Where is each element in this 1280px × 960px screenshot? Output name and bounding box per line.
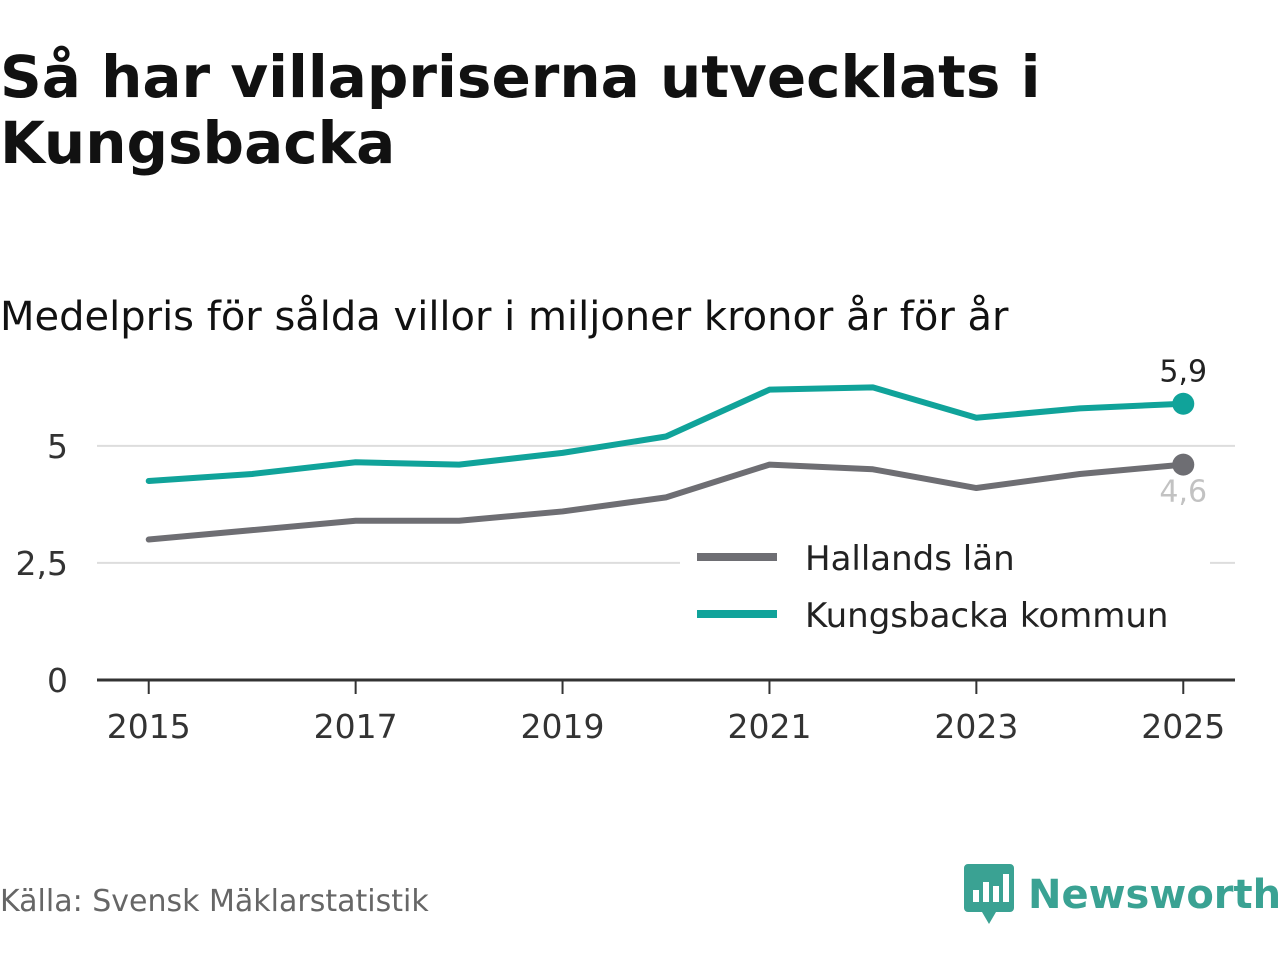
series-line (145, 461, 1187, 543)
legend-background (680, 532, 1210, 650)
x-tick-label: 2015 (107, 707, 191, 746)
x-tick-label: 2021 (727, 707, 811, 746)
end-value-label: 4,6 (1159, 475, 1207, 510)
y-tick-label: 2,5 (16, 544, 68, 583)
series-line (145, 384, 1187, 484)
axis-layer: 0 2,5 5 2015 2017 2019 2021 2023 2025 (16, 427, 1235, 746)
y-tick-label: 0 (47, 661, 68, 700)
x-tick-label: 2023 (934, 707, 1018, 746)
legend-label: Kungsbacka kommun (805, 596, 1168, 636)
end-labels: 5,9 4,6 (1159, 355, 1207, 510)
legend: Hallands län Kungsbacka kommun (680, 532, 1210, 650)
x-tick-label: 2017 (314, 707, 398, 746)
legend-label: Hallands län (805, 539, 1015, 579)
series-layer (145, 384, 1195, 543)
source-note: Källa: Svensk Mäklarstatistik (0, 884, 429, 919)
line-chart: 0 2,5 5 2015 2017 2019 2021 2023 2025 Hallands l… (16, 355, 1235, 746)
series-end-point (1172, 453, 1195, 476)
end-value-label: 5,9 (1159, 355, 1207, 390)
brand-name: Newsworthy (1028, 872, 1280, 918)
series-end-point (1172, 392, 1195, 415)
x-tick-label: 2019 (521, 707, 605, 746)
chart-title: Så har villapriserna utvecklats i Kungsb… (0, 43, 1041, 177)
y-tick-label: 5 (47, 427, 68, 466)
chart-subtitle: Medelpris för sålda villor i miljoner kr… (0, 294, 1009, 340)
newsworthy-logo-icon (964, 864, 1014, 924)
brand-logo: Newsworthy (964, 862, 1280, 928)
x-tick-label: 2025 (1141, 707, 1225, 746)
